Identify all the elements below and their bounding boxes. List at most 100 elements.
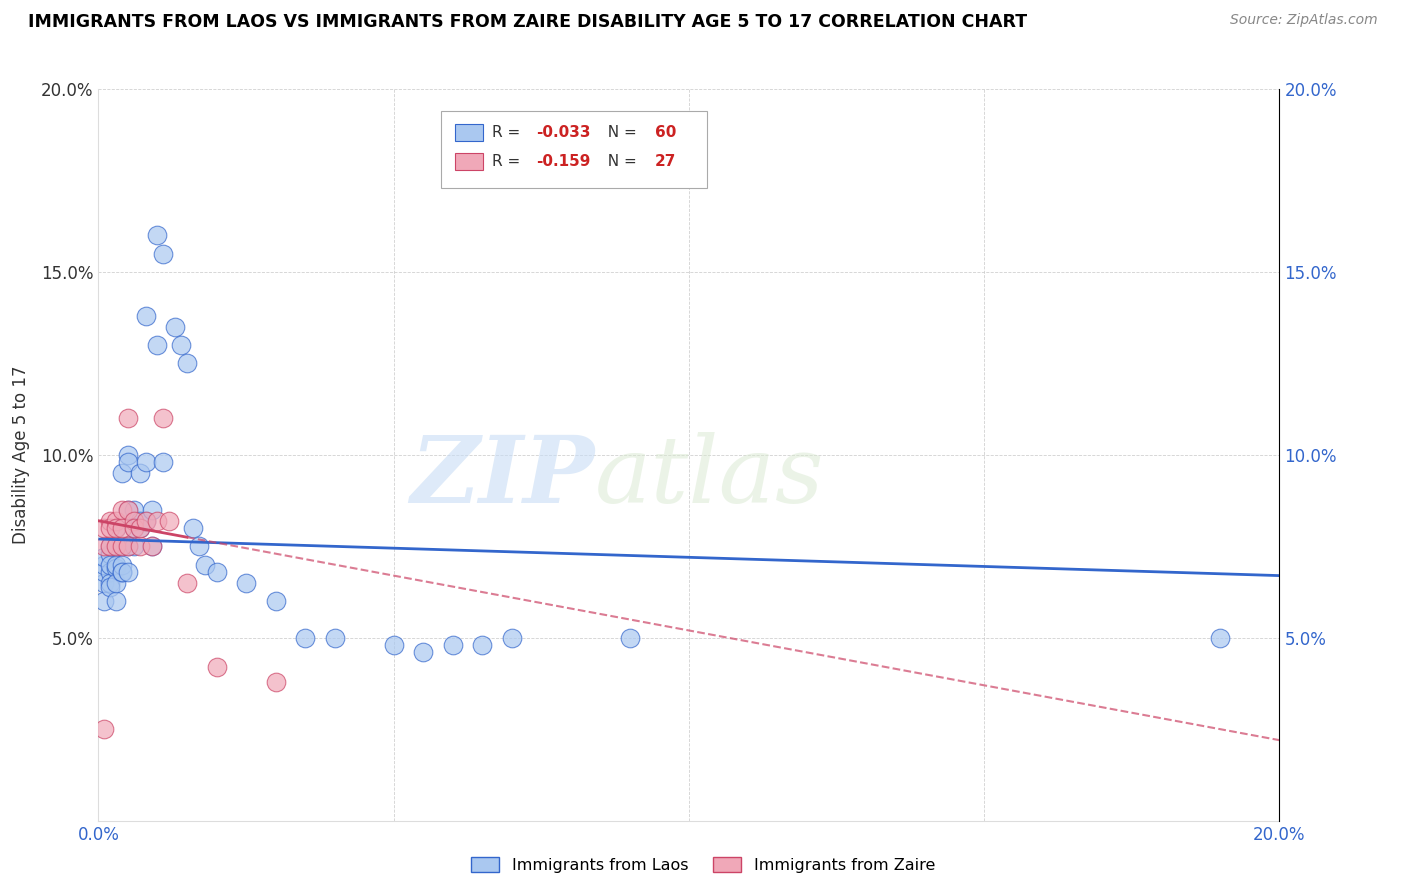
Point — [117, 448, 139, 462]
Point — [619, 631, 641, 645]
Point — [412, 645, 434, 659]
Point — [105, 561, 128, 575]
Point — [122, 521, 145, 535]
Point — [235, 576, 257, 591]
Point — [111, 539, 134, 553]
Point — [187, 539, 209, 553]
Point — [98, 558, 121, 572]
Point — [98, 514, 121, 528]
Point — [176, 356, 198, 371]
Point — [98, 521, 121, 535]
Text: N =: N = — [598, 154, 641, 169]
Text: 27: 27 — [655, 154, 676, 169]
Point — [105, 521, 128, 535]
Point — [93, 550, 115, 565]
Point — [382, 638, 405, 652]
Point — [264, 674, 287, 689]
Text: -0.159: -0.159 — [537, 154, 591, 169]
Point — [205, 660, 228, 674]
Point — [105, 521, 128, 535]
Point — [98, 547, 121, 561]
Point — [152, 455, 174, 469]
Point — [111, 502, 134, 516]
Point — [93, 565, 115, 579]
Point — [117, 455, 139, 469]
Point — [93, 576, 115, 591]
Point — [105, 594, 128, 608]
Point — [141, 539, 163, 553]
Point — [93, 521, 115, 535]
Point — [98, 539, 121, 553]
Legend: Immigrants from Laos, Immigrants from Zaire: Immigrants from Laos, Immigrants from Za… — [464, 851, 942, 880]
Point — [122, 539, 145, 553]
Point — [135, 514, 157, 528]
Text: 60: 60 — [655, 125, 676, 140]
Point — [152, 411, 174, 425]
Point — [117, 502, 139, 516]
Point — [117, 539, 139, 553]
Point — [105, 514, 128, 528]
Point — [122, 521, 145, 535]
Point — [111, 565, 134, 579]
Point — [111, 539, 134, 553]
Point — [93, 558, 115, 572]
Text: R =: R = — [492, 154, 524, 169]
Point — [111, 565, 134, 579]
Point — [117, 411, 139, 425]
Point — [1209, 631, 1232, 645]
Point — [98, 576, 121, 591]
Point — [264, 594, 287, 608]
Y-axis label: Disability Age 5 to 17: Disability Age 5 to 17 — [11, 366, 30, 544]
Point — [93, 539, 115, 553]
Point — [181, 521, 204, 535]
Point — [93, 723, 115, 737]
Point — [111, 558, 134, 572]
Point — [157, 514, 180, 528]
Point — [117, 502, 139, 516]
Point — [471, 638, 494, 652]
Point — [117, 565, 139, 579]
FancyBboxPatch shape — [456, 153, 484, 170]
Point — [501, 631, 523, 645]
FancyBboxPatch shape — [456, 124, 484, 141]
Point — [93, 594, 115, 608]
Point — [152, 246, 174, 260]
Point — [128, 521, 150, 535]
Point — [105, 539, 128, 553]
Point — [146, 228, 169, 243]
Point — [146, 338, 169, 352]
Point — [128, 466, 150, 480]
Text: IMMIGRANTS FROM LAOS VS IMMIGRANTS FROM ZAIRE DISABILITY AGE 5 TO 17 CORRELATION: IMMIGRANTS FROM LAOS VS IMMIGRANTS FROM … — [28, 13, 1028, 31]
Point — [441, 638, 464, 652]
Point — [294, 631, 316, 645]
Point — [135, 309, 157, 323]
Point — [135, 455, 157, 469]
Point — [117, 539, 139, 553]
Text: ZIP: ZIP — [411, 432, 595, 522]
Point — [165, 320, 187, 334]
Point — [141, 502, 163, 516]
Point — [105, 558, 128, 572]
Point — [128, 514, 150, 528]
Point — [323, 631, 346, 645]
Text: Source: ZipAtlas.com: Source: ZipAtlas.com — [1230, 13, 1378, 28]
Point — [141, 539, 163, 553]
Text: N =: N = — [598, 125, 641, 140]
Point — [194, 558, 217, 572]
FancyBboxPatch shape — [441, 112, 707, 188]
Point — [170, 338, 193, 352]
Point — [135, 514, 157, 528]
Point — [98, 565, 121, 579]
Point — [105, 576, 128, 591]
Point — [111, 466, 134, 480]
Point — [105, 539, 128, 553]
Point — [122, 502, 145, 516]
Point — [205, 565, 228, 579]
Point — [98, 539, 121, 553]
Point — [146, 514, 169, 528]
Text: -0.033: -0.033 — [537, 125, 591, 140]
Point — [98, 580, 121, 594]
Point — [122, 514, 145, 528]
Point — [176, 576, 198, 591]
Point — [111, 521, 134, 535]
